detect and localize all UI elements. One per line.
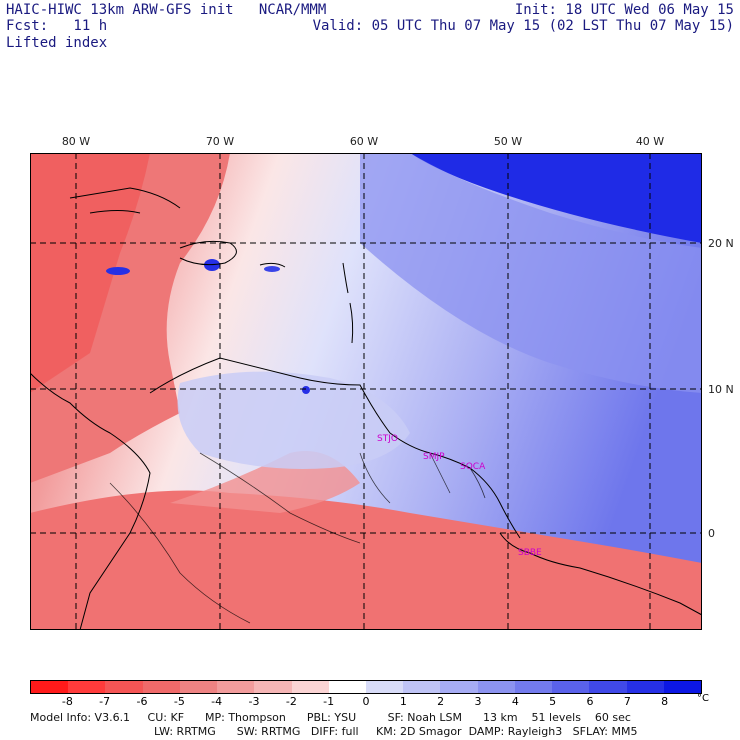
station-smjp: SMJP: [423, 452, 445, 462]
colorbar-tick: -8: [61, 695, 73, 708]
lat-label: 10 N: [708, 383, 734, 396]
coastlines: [30, 187, 702, 630]
colorbar-tick: 8: [661, 695, 669, 708]
lifted-index-map: STJO SMJP SOCA SBBE: [30, 153, 702, 630]
stable-region: [410, 153, 702, 243]
graticule: [30, 153, 702, 630]
station-sbbe: SBBE: [518, 548, 542, 558]
colorbar-swatch: [68, 681, 106, 693]
colorbar-swatch: [589, 681, 627, 693]
colorbar-swatch: [663, 681, 701, 693]
unstable-region-south: [30, 490, 702, 630]
colorbar-swatch: [440, 681, 478, 693]
colorbar-tick: 6: [586, 695, 594, 708]
colorbar-swatch: [254, 681, 292, 693]
colorbar-swatch: [105, 681, 143, 693]
colorbar-tick: 2: [437, 695, 445, 708]
map-frame: [30, 153, 702, 630]
colorbar-tick: -5: [173, 695, 185, 708]
lon-label: 60 W: [350, 135, 378, 148]
colorbar-swatch: [514, 681, 553, 693]
forecast-hour: Fcst: 11 h: [6, 18, 108, 34]
lon-label: 50 W: [494, 135, 522, 148]
lon-label: 70 W: [206, 135, 234, 148]
colorbar-swatch: [552, 681, 590, 693]
colorbar-tick: -2: [285, 695, 297, 708]
colorbar-swatch: [217, 681, 255, 693]
colorbar-swatch: [626, 681, 664, 693]
colorbar-swatch: [403, 681, 441, 693]
colorbar-swatch: [31, 681, 69, 693]
colorbar-tick: -3: [248, 695, 260, 708]
colorbar-swatch: [365, 681, 404, 693]
stable-pocket: [177, 371, 410, 469]
colorbar-tick: -6: [136, 695, 148, 708]
colorbar-tick: 4: [511, 695, 519, 708]
valid-time: Valid: 05 UTC Thu 07 May 15 (02 LST Thu …: [312, 18, 734, 34]
lon-axis: 80 W 70 W 60 W 50 W 40 W: [62, 135, 664, 148]
colorbar-tick: 3: [474, 695, 482, 708]
colorbar-swatch: [291, 681, 329, 693]
field-name: Lifted index: [6, 35, 108, 51]
colorbar-swatch: [328, 681, 366, 693]
colorbar-swatch: [477, 681, 515, 693]
model-info: Model Info: V3.6.1 CU: KF MP: Thompson P…: [30, 711, 631, 724]
blue-spot: [106, 267, 130, 275]
init-time: Init: 18 UTC Wed 06 May 15: [514, 2, 734, 18]
lon-label: 40 W: [636, 135, 664, 148]
lat-label: 0: [708, 527, 715, 540]
model-physics: LW: RRTMG SW: RRTMG DIFF: full KM: 2D Sm…: [154, 725, 638, 738]
blue-spot: [302, 386, 310, 394]
colorbar-tick: 1: [399, 695, 407, 708]
colorbar-tick: -7: [99, 695, 111, 708]
station-soca: SOCA: [460, 462, 486, 472]
colorbar-tick: -1: [323, 695, 335, 708]
blue-spot: [264, 266, 280, 272]
colorbar-tick: -4: [211, 695, 223, 708]
colorbar: [30, 680, 702, 694]
colorbar-tick: 7: [623, 695, 631, 708]
lat-label: 20 N: [708, 237, 734, 250]
colorbar-tick: 5: [549, 695, 557, 708]
stable-band: [360, 153, 702, 393]
plot-title: HAIC-HIWC 13km ARW-GFS init NCAR/MMM: [6, 2, 327, 18]
colorbar-swatch: [179, 681, 218, 693]
station-stjo: STJO: [377, 434, 398, 444]
colorbar-unit: °C: [697, 693, 709, 704]
lon-label: 80 W: [62, 135, 90, 148]
unstable-core-west: [30, 153, 150, 393]
colorbar-tick: 0: [362, 695, 370, 708]
lat-axis: 20 N 10 N 0: [708, 237, 734, 540]
borders: [109, 452, 486, 624]
colorbar-swatch: [142, 681, 180, 693]
station-labels: STJO SMJP SOCA SBBE: [377, 434, 542, 558]
